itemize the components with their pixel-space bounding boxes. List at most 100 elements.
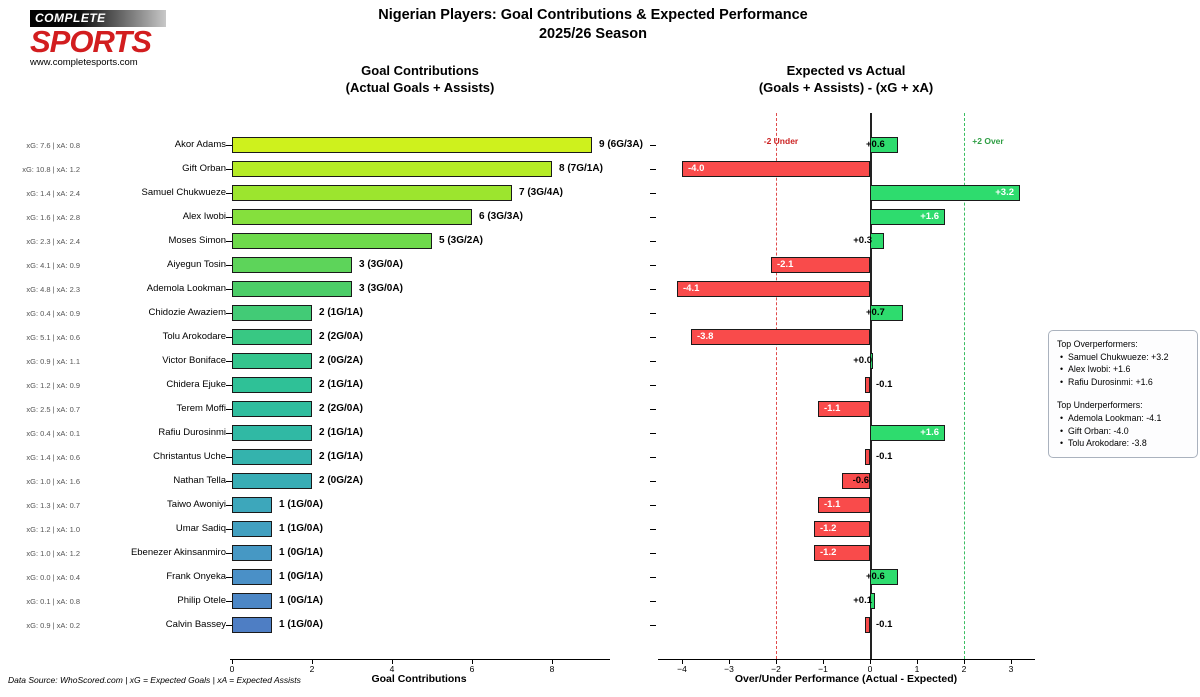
left-ytick (226, 481, 232, 482)
legend-underperformers-title: Top Underperformers: (1057, 400, 1143, 411)
right-x-ticklabel: 1 (914, 664, 920, 674)
underperformance-bar (818, 497, 870, 513)
goal-contribution-bar (232, 233, 432, 249)
right-ytick (650, 265, 656, 266)
goal-contribution-bar (232, 425, 312, 441)
performance-delta-value: -1.2 (820, 547, 837, 558)
player-name: Samuel Chukwueze (141, 187, 227, 198)
performance-delta-value: -0.1 (876, 451, 893, 462)
right-x-ticklabel: −1 (818, 664, 828, 674)
underperformance-bar (814, 545, 870, 561)
goal-contribution-bar (232, 521, 272, 537)
right-x-ticklabel: 0 (867, 664, 873, 674)
right-ytick (650, 481, 656, 482)
left-ytick (226, 409, 232, 410)
left-ytick (226, 577, 232, 578)
right-x-ticklabel: −2 (771, 664, 781, 674)
left-ytick (226, 385, 232, 386)
player-name: Ebenezer Akinsanmiro (130, 547, 226, 558)
performance-delta-value: -1.1 (824, 403, 841, 414)
xg-xa-annotation: xG: 2.5 | xA: 0.7 (26, 405, 80, 414)
underperformance-bar (771, 257, 870, 273)
goal-contribution-bar (232, 569, 272, 585)
right-x-tick (682, 660, 684, 664)
goal-contribution-value: 7 (3G/4A) (519, 187, 563, 198)
goal-contribution-bar (232, 593, 272, 609)
xg-xa-annotation: xG: 1.0 | xA: 1.2 (26, 549, 80, 558)
goal-contribution-value: 1 (1G/0A) (279, 499, 323, 510)
xg-xa-annotation: xG: 0.1 | xA: 0.8 (26, 597, 80, 606)
xg-xa-annotation: xG: 1.4 | xA: 0.6 (26, 453, 80, 462)
underperformance-bar (865, 617, 870, 633)
goal-contribution-value: 2 (1G/1A) (319, 427, 363, 438)
underperformance-bar (865, 377, 870, 393)
overperformance-bar (870, 425, 945, 441)
performance-delta-value: -1.1 (824, 499, 841, 510)
over-reference-line (964, 113, 965, 659)
xg-xa-annotation: xG: 1.0 | xA: 1.6 (26, 477, 80, 486)
left-ytick (226, 289, 232, 290)
right-ytick (650, 625, 656, 626)
legend-item: Rafiu Durosinmi: +1.6 (1057, 376, 1191, 389)
performance-delta-value: +0.0 (853, 355, 872, 366)
underperformance-bar (691, 329, 870, 345)
xg-xa-annotation: xG: 1.3 | xA: 0.7 (26, 501, 80, 510)
player-name: Terem Moffi (176, 403, 226, 414)
right-ytick (650, 361, 656, 362)
right-ytick (650, 601, 656, 602)
overperformance-bar (870, 593, 875, 609)
goal-contribution-value: 2 (2G/0A) (319, 331, 363, 342)
xg-xa-annotation: xG: 0.4 | xA: 0.1 (26, 429, 80, 438)
xg-xa-annotation: xG: 5.1 | xA: 0.6 (26, 333, 80, 342)
xg-xa-annotation: xG: 1.4 | xA: 2.4 (26, 189, 80, 198)
overperformance-bar (870, 137, 898, 153)
left-x-axis-label: Goal Contributions (371, 673, 467, 685)
left-panel-title-line2: (Actual Goals + Assists) (345, 80, 495, 95)
right-panel-title: Expected vs Actual (Goals + Assists) - (… (656, 62, 1036, 96)
goal-contribution-value: 5 (3G/2A) (439, 235, 483, 246)
xg-xa-annotation: xG: 10.8 | xA: 1.2 (22, 165, 80, 174)
xg-xa-annotation: xG: 4.8 | xA: 2.3 (26, 285, 80, 294)
goal-contribution-bar (232, 449, 312, 465)
under-reference-line (776, 113, 777, 659)
completesports-logo: COMPLETE SPORTS www.completesports.com (30, 10, 170, 68)
player-name: Akor Adams (174, 139, 226, 150)
left-ytick (226, 433, 232, 434)
right-ytick (650, 529, 656, 530)
underperformance-bar (677, 281, 870, 297)
legend-item: Alex Iwobi: +1.6 (1057, 363, 1191, 376)
right-x-tick (870, 660, 872, 664)
left-ytick (226, 505, 232, 506)
under-threshold-annotation: -2 Under (763, 136, 799, 146)
performance-delta-value: -4.1 (683, 283, 700, 294)
player-name: Philip Otele (177, 595, 226, 606)
goal-contribution-value: 6 (3G/3A) (479, 211, 523, 222)
left-ytick (226, 457, 232, 458)
player-name: Calvin Bassey (165, 619, 226, 630)
left-ytick (226, 217, 232, 218)
performance-delta-value: +1.6 (920, 211, 939, 222)
goal-contribution-bar (232, 161, 552, 177)
data-source-note: Data Source: WhoScored.com | xG = Expect… (8, 675, 301, 685)
goal-contribution-value: 2 (1G/1A) (319, 379, 363, 390)
xg-xa-annotation: xG: 7.6 | xA: 0.8 (26, 141, 80, 150)
goal-contribution-value: 2 (0G/2A) (319, 355, 363, 366)
performance-delta-value: -0.1 (876, 379, 893, 390)
performance-delta-value: -1.2 (820, 523, 837, 534)
xg-xa-annotation: xG: 4.1 | xA: 0.9 (26, 261, 80, 270)
right-ytick (650, 553, 656, 554)
right-ytick (650, 169, 656, 170)
left-ytick (226, 361, 232, 362)
left-ytick (226, 145, 232, 146)
overperformance-bar (870, 209, 945, 225)
player-name: Rafiu Durosinmi (158, 427, 226, 438)
performance-delta-value: +0.6 (866, 571, 885, 582)
right-panel-title-line2: (Goals + Assists) - (xG + xA) (758, 80, 934, 95)
xg-xa-annotation: xG: 0.9 | xA: 0.2 (26, 621, 80, 630)
right-x-ticklabel: −4 (677, 664, 687, 674)
right-x-tick (964, 660, 966, 664)
player-name: Moses Simon (168, 235, 226, 246)
legend-item: Samuel Chukwueze: +3.2 (1057, 351, 1191, 364)
goal-contribution-bar (232, 617, 272, 633)
right-panel-title-line1: Expected vs Actual (786, 63, 906, 78)
